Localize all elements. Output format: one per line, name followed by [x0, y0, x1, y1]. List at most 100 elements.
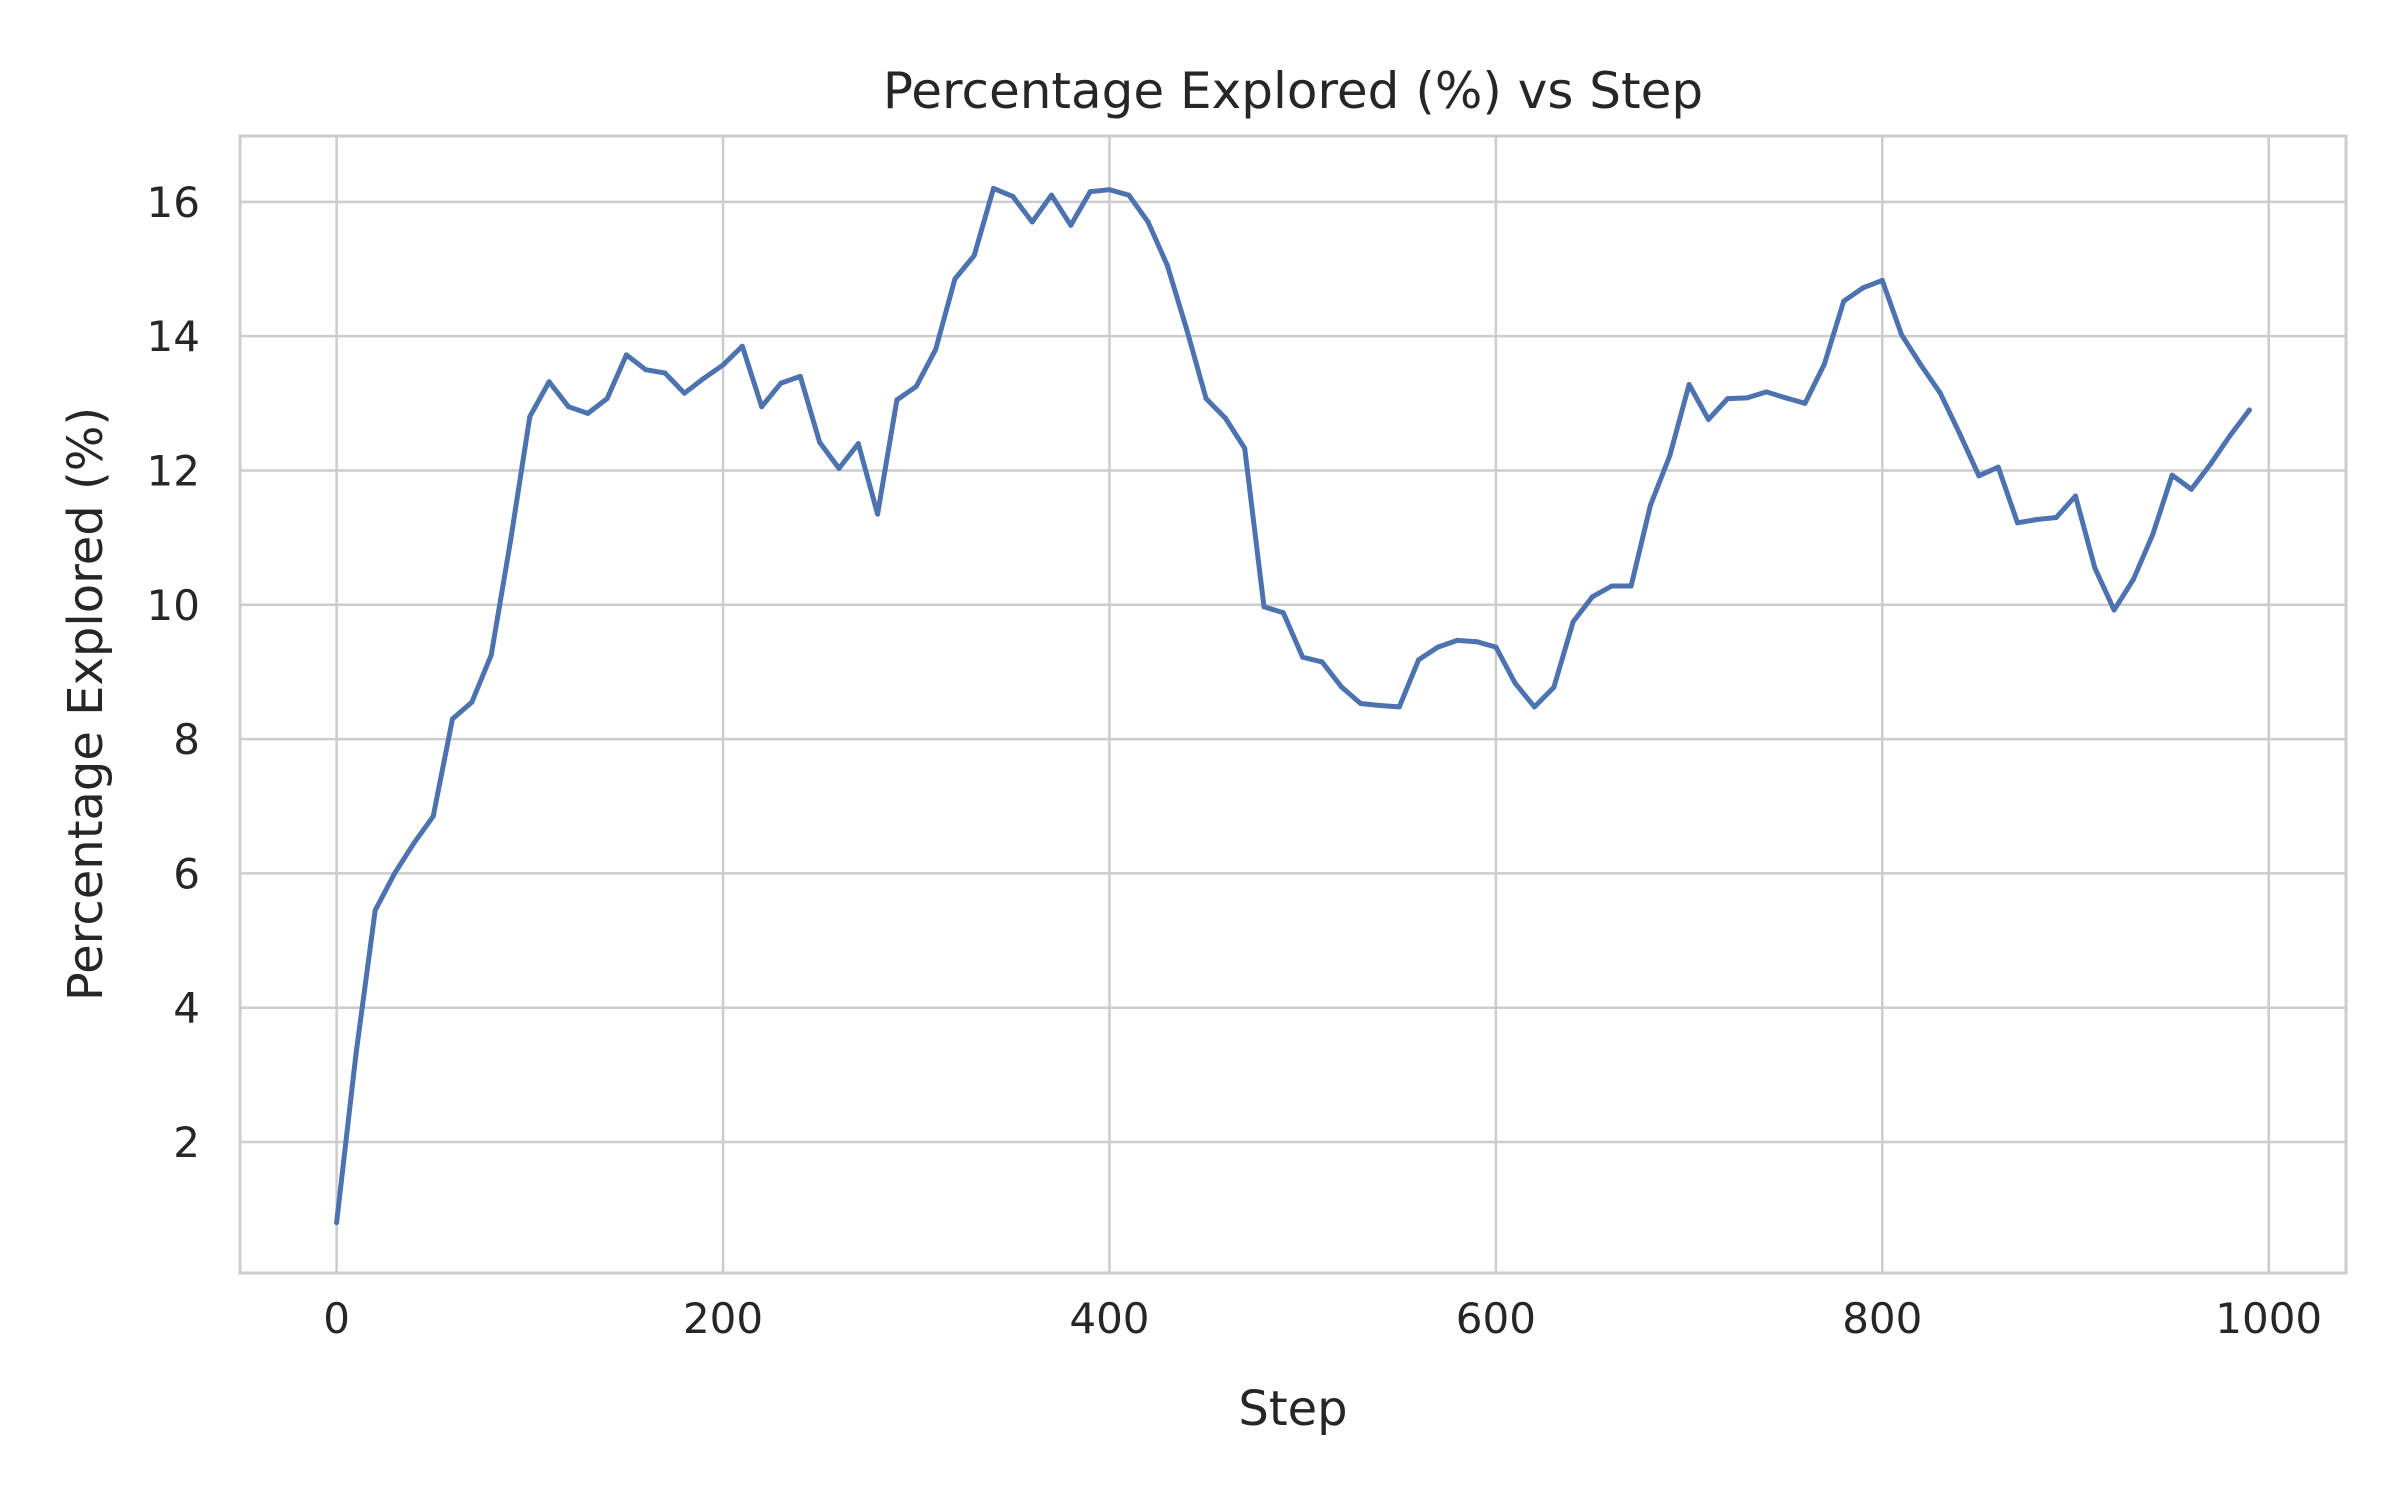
data-point: [1416, 657, 1422, 663]
data-point: [1358, 701, 1364, 706]
data-point: [1319, 659, 1325, 665]
data-point: [604, 396, 610, 402]
data-point: [1512, 680, 1518, 686]
grid: [240, 136, 2346, 1273]
data-point: [1087, 189, 1093, 195]
tick-labels: 0 200 400 600 800 1000 2 4 6 8 10 12 14 16: [147, 178, 2323, 1343]
data-point: [681, 390, 687, 396]
data-point: [701, 375, 707, 381]
data-point: [797, 373, 803, 379]
data-point: [1763, 389, 1769, 395]
data-point: [430, 813, 436, 819]
data-point: [778, 380, 784, 386]
data-point: [759, 404, 765, 410]
data-point: [1338, 684, 1344, 690]
data-point: [2073, 493, 2078, 499]
chart-title: Percentage Explored (%) vs Step: [883, 62, 1703, 120]
data-point: [1396, 704, 1402, 710]
data-point: [1995, 464, 2001, 470]
data-point: [2150, 531, 2156, 537]
data-point: [1184, 326, 1190, 332]
data-point: [817, 439, 823, 445]
data-point: [855, 441, 861, 447]
data-point: [1300, 654, 1306, 660]
y-tick-label: 12: [147, 446, 200, 495]
data-point: [2227, 433, 2233, 438]
data-point: [411, 840, 417, 846]
data-point: [1957, 431, 1963, 436]
y-tick-label: 16: [147, 178, 200, 227]
data-point: [623, 352, 629, 358]
data-point: [739, 343, 745, 349]
data-point: [1976, 473, 1982, 479]
x-tick-label: 800: [1842, 1294, 1922, 1343]
data-point: [508, 538, 513, 544]
data-point: [1590, 594, 1595, 600]
data-point: [952, 276, 958, 282]
data-point: [353, 1052, 359, 1058]
data-point: [1918, 362, 1924, 368]
data-point: [913, 384, 919, 389]
data-point: [585, 410, 591, 416]
data-point: [1493, 644, 1499, 650]
data-point: [1280, 610, 1286, 616]
plot-frame: [238, 134, 2348, 1275]
data-point: [1551, 684, 1557, 690]
data-point: [1435, 644, 1441, 650]
y-tick-label: 14: [147, 312, 200, 361]
series-line-0: [334, 185, 2252, 1226]
data-point: [2092, 565, 2098, 571]
data-point: [2131, 576, 2136, 582]
data-point: [2034, 517, 2040, 522]
data-point: [1474, 639, 1480, 645]
data-point: [469, 699, 475, 705]
x-tick-label: 600: [1456, 1294, 1536, 1343]
data-point: [1203, 396, 1209, 402]
data-point: [488, 652, 494, 658]
data-point: [1841, 298, 1847, 304]
data-point: [1145, 219, 1151, 225]
data-point: [2188, 486, 2194, 492]
x-tick-label: 1000: [2215, 1294, 2322, 1343]
data-point: [334, 1220, 340, 1226]
x-tick-label: 0: [323, 1294, 350, 1343]
data-point: [933, 347, 939, 353]
data-point: [1686, 382, 1692, 387]
x-axis-label: Step: [1238, 1381, 1347, 1437]
data-point: [1667, 453, 1673, 459]
data-point: [2015, 520, 2020, 526]
data-point: [1164, 263, 1170, 269]
data-point: [1802, 400, 1808, 406]
data-point: [2169, 472, 2175, 478]
data-point: [1705, 416, 1711, 422]
data-point: [2208, 461, 2214, 467]
data-point: [643, 367, 649, 373]
series-layer: [334, 185, 2252, 1226]
data-point: [1222, 415, 1228, 421]
data-point: [1532, 704, 1537, 710]
data-point: [527, 414, 533, 420]
y-tick-label: 8: [173, 715, 200, 764]
data-point: [1570, 619, 1576, 625]
data-point: [1899, 332, 1905, 338]
y-axis-label: Percentage Explored (%): [58, 407, 114, 1001]
data-point: [2246, 407, 2252, 413]
data-point: [720, 362, 726, 368]
x-tick-label: 200: [683, 1294, 763, 1343]
y-tick-label: 4: [173, 984, 200, 1033]
data-point: [875, 511, 881, 517]
data-point: [1010, 193, 1016, 199]
data-point: [1879, 277, 1885, 283]
data-point: [2053, 515, 2059, 520]
data-point: [971, 253, 977, 258]
data-point: [1744, 395, 1750, 401]
data-point: [2111, 607, 2117, 613]
data-point: [1725, 396, 1731, 402]
data-point: [1242, 445, 1248, 451]
data-point: [1454, 637, 1460, 643]
data-point: [1609, 583, 1615, 589]
data-point: [1860, 285, 1866, 291]
y-tick-label: 10: [147, 581, 200, 630]
